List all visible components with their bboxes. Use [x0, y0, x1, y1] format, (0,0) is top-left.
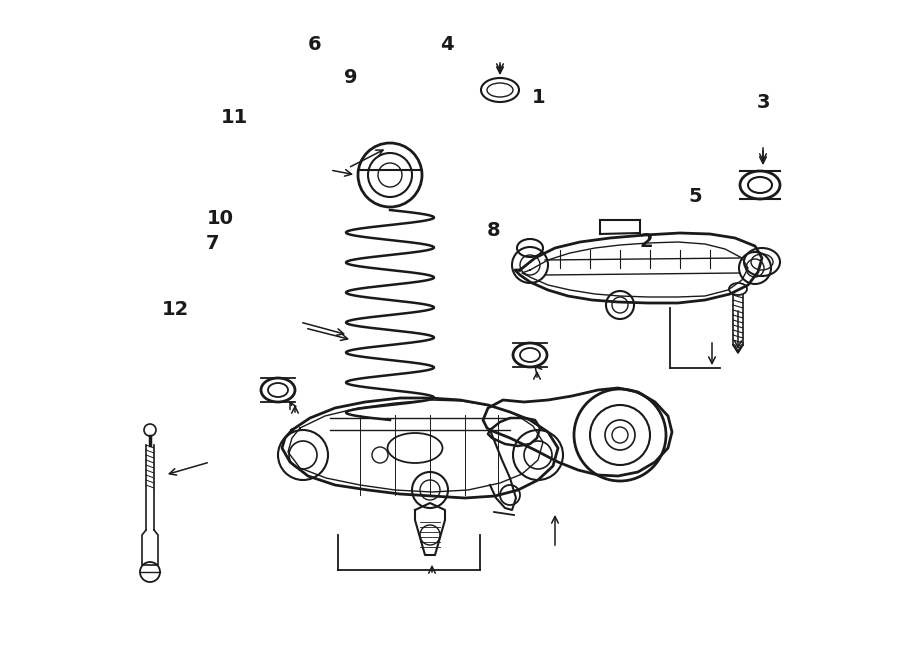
- Text: 1: 1: [531, 89, 545, 107]
- Text: 6: 6: [308, 36, 322, 54]
- Text: 7: 7: [205, 234, 219, 253]
- Text: 2: 2: [639, 232, 653, 251]
- Text: 5: 5: [688, 188, 702, 206]
- Text: 8: 8: [486, 221, 500, 239]
- Text: 11: 11: [220, 108, 248, 127]
- Text: 4: 4: [440, 36, 454, 54]
- Text: 3: 3: [756, 93, 770, 112]
- Text: 9: 9: [344, 69, 358, 87]
- Text: 10: 10: [207, 209, 234, 227]
- Text: 12: 12: [162, 300, 189, 319]
